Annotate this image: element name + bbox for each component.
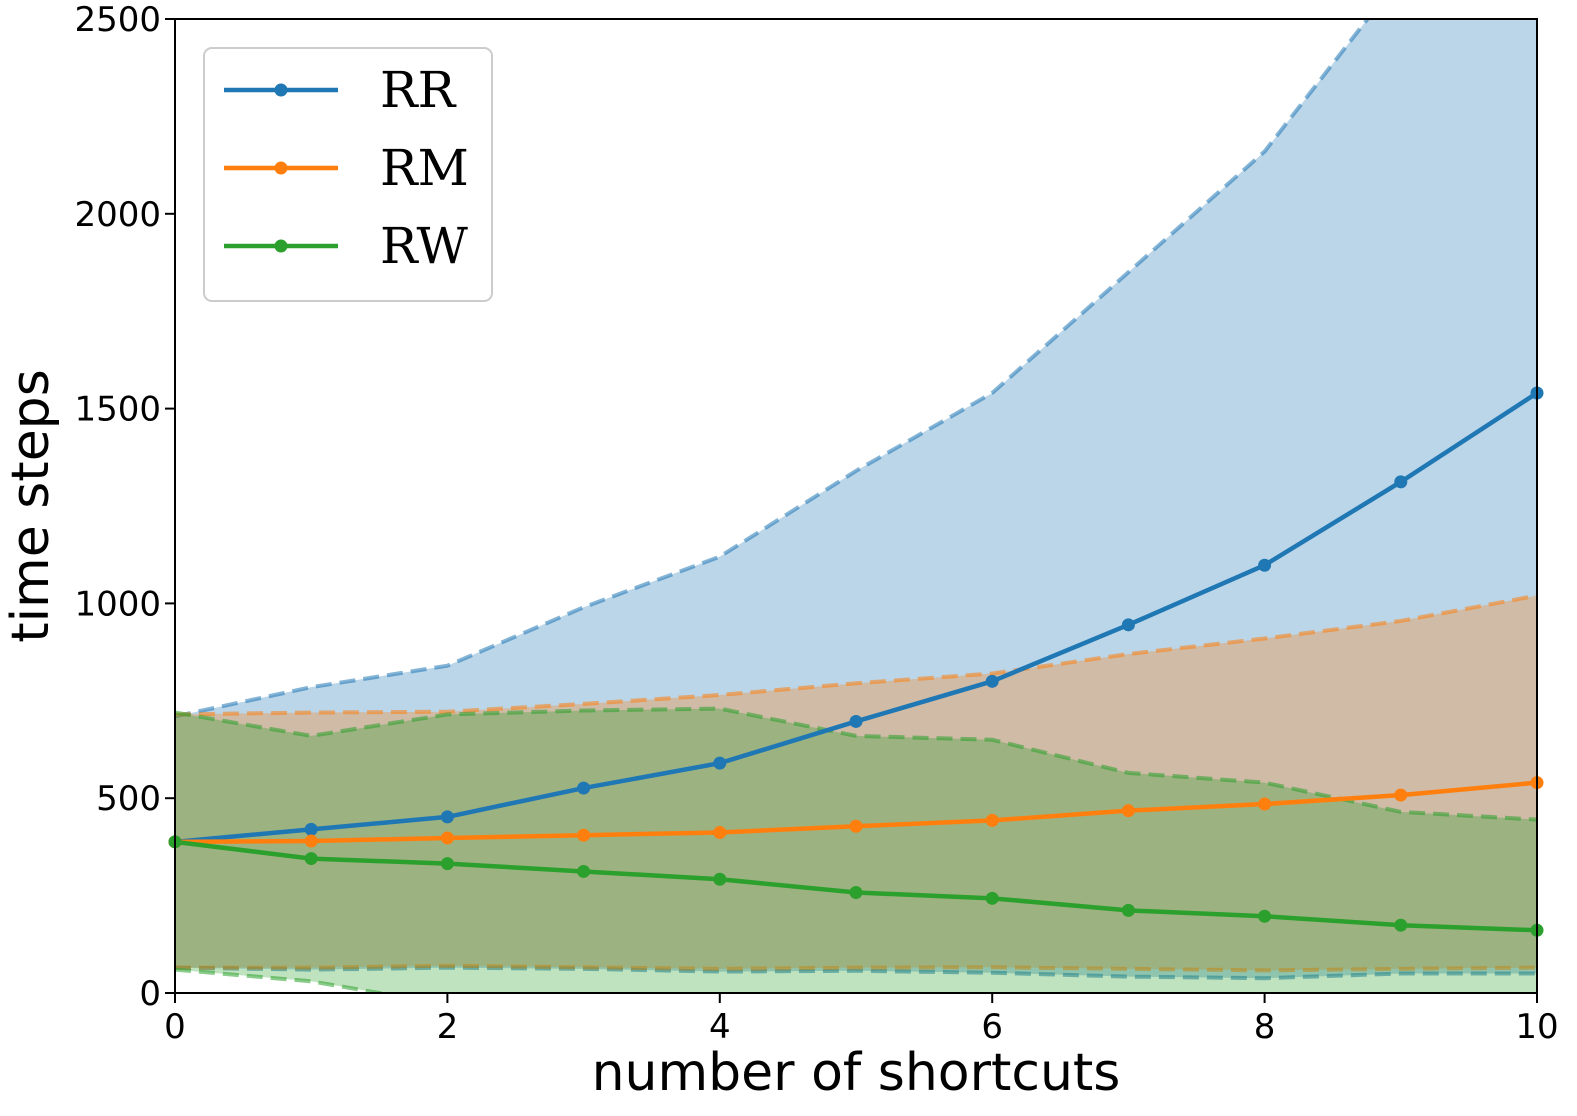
rw-point	[440, 857, 454, 871]
rw-point	[304, 852, 318, 866]
rr-point	[713, 756, 727, 770]
rm-point	[304, 834, 318, 848]
rm-point	[577, 828, 591, 842]
x-axis-label: number of shortcuts	[592, 1043, 1121, 1103]
rm-point	[440, 831, 454, 845]
rr-upper-bound	[175, 19, 1371, 719]
rm-upper-bound	[175, 593, 1537, 717]
legend-rw-label: RW	[380, 217, 469, 275]
x-tick-label: 8	[1254, 1007, 1276, 1047]
x-axis: 0 2 4 6 8 10	[164, 993, 1559, 1047]
legend: RR RM RW	[203, 47, 493, 302]
legend-box	[203, 47, 493, 302]
series-points	[168, 386, 1544, 937]
rm-lower-bound	[175, 963, 1537, 973]
rw-point	[1258, 909, 1272, 923]
rw-point	[849, 885, 863, 899]
x-tick-label: 6	[981, 1007, 1003, 1047]
rr-band	[175, 19, 1537, 979]
plot-frame	[174, 18, 1538, 994]
rm-point	[1258, 797, 1272, 811]
rr-point	[440, 810, 454, 824]
y-tick-label: 2500	[74, 0, 161, 40]
y-axis-label: time steps	[1, 369, 61, 643]
legend-rm-marker	[274, 161, 288, 175]
y-tick-label: 2000	[74, 195, 161, 235]
rm-band	[175, 595, 1537, 971]
legend-rm-label: RM	[380, 139, 469, 197]
rr-point	[985, 674, 999, 688]
rm-point	[985, 813, 999, 827]
rr-point	[577, 781, 591, 795]
rr-point	[304, 822, 318, 836]
x-tick-label: 0	[164, 1007, 186, 1047]
rw-point	[985, 891, 999, 905]
rw-point	[1394, 918, 1408, 932]
rw-upper-bound	[175, 706, 1537, 822]
rm-point	[849, 819, 863, 833]
rr-point	[1258, 558, 1272, 572]
rw-point	[713, 872, 727, 886]
rm-point	[1394, 788, 1408, 802]
y-tick-label: 0	[139, 974, 161, 1014]
legend-rw-marker	[274, 239, 288, 253]
rm-point	[713, 825, 727, 839]
rm-point	[1121, 804, 1135, 818]
rr-point	[1121, 618, 1135, 632]
legend-rr-marker	[274, 83, 288, 97]
y-axis: 0 500 1000 1500 2000 2500	[74, 0, 175, 1014]
x-tick-label: 2	[437, 1007, 459, 1047]
rr-point	[1394, 475, 1408, 489]
x-tick-label: 4	[709, 1007, 731, 1047]
legend-rr-label: RR	[380, 61, 457, 119]
y-tick-label: 1500	[74, 390, 161, 430]
rr-point	[849, 714, 863, 728]
x-tick-label: 10	[1515, 1007, 1558, 1047]
y-tick-label: 500	[96, 779, 161, 819]
rw-point	[577, 864, 591, 878]
y-tick-label: 1000	[74, 584, 161, 624]
confidence-bands	[175, 19, 1537, 993]
rw-point	[1121, 903, 1135, 917]
